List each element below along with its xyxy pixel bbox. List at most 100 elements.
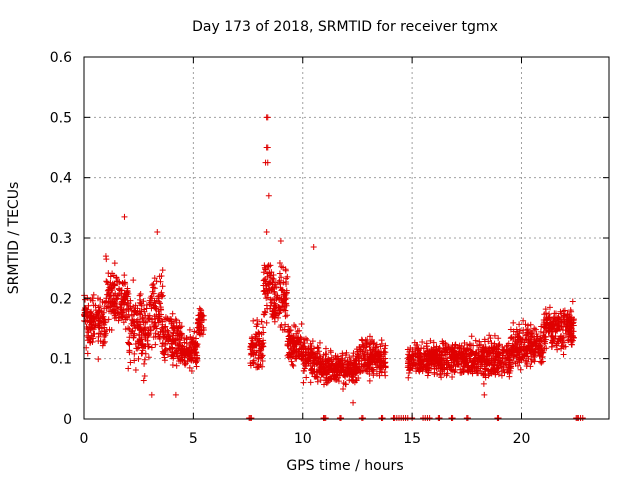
data-point	[480, 380, 487, 387]
outlier-point	[265, 192, 272, 199]
data-point	[335, 378, 342, 385]
data-point	[250, 317, 257, 324]
data-point	[155, 331, 162, 338]
data-point	[267, 262, 274, 269]
data-point	[463, 353, 470, 360]
data-point	[275, 314, 282, 321]
data-point	[84, 318, 91, 325]
data-point	[472, 337, 479, 344]
data-point	[136, 332, 143, 339]
data-point	[148, 293, 155, 300]
data-point	[481, 365, 488, 372]
data-point	[148, 344, 155, 351]
data-point	[431, 363, 438, 370]
data-point	[159, 348, 166, 355]
data-point	[533, 331, 540, 338]
data-point	[284, 273, 291, 280]
data-point	[100, 319, 107, 326]
data-point	[120, 319, 127, 326]
data-point	[266, 286, 273, 293]
data-point	[272, 281, 279, 288]
data-point	[443, 372, 450, 379]
data-point	[542, 340, 549, 347]
data-point	[195, 327, 202, 334]
data-point	[508, 334, 515, 341]
data-point	[509, 359, 516, 366]
data-point	[378, 337, 385, 344]
data-point	[109, 298, 116, 305]
data-point	[271, 302, 278, 309]
data-point	[569, 298, 576, 305]
data-point	[432, 351, 439, 358]
data-point	[285, 323, 292, 330]
y-tick-label: 0.2	[50, 291, 72, 307]
data-point	[366, 356, 373, 363]
data-point	[369, 352, 376, 359]
data-point	[340, 379, 347, 386]
data-point	[259, 340, 266, 347]
data-point	[570, 328, 577, 335]
data-point	[570, 316, 577, 323]
data-point	[292, 323, 299, 330]
data-point	[548, 320, 555, 327]
data-point	[85, 329, 92, 336]
zero-point	[248, 415, 255, 421]
data-point	[130, 322, 137, 329]
data-point	[360, 343, 367, 350]
data-point	[475, 354, 482, 361]
data-point	[514, 349, 521, 356]
data-point	[320, 381, 327, 388]
data-point	[508, 348, 515, 355]
data-point	[500, 361, 507, 368]
zero-point	[495, 415, 502, 421]
data-point	[139, 341, 146, 348]
data-point	[366, 333, 373, 340]
data-point	[349, 370, 356, 377]
data-point	[173, 362, 180, 369]
data-point	[320, 352, 327, 359]
data-point	[125, 290, 132, 297]
data-point	[289, 361, 296, 368]
data-point	[337, 358, 344, 365]
data-point	[530, 356, 537, 363]
data-point	[183, 335, 190, 342]
data-point	[264, 274, 271, 281]
data-point	[431, 369, 438, 376]
data-point	[113, 274, 120, 281]
data-point	[104, 279, 111, 286]
data-point	[282, 296, 289, 303]
data-point	[305, 347, 312, 354]
data-point	[137, 327, 144, 334]
data-point	[87, 312, 94, 319]
data-point	[481, 338, 488, 345]
data-point	[517, 339, 524, 346]
data-point	[95, 356, 102, 363]
data-point	[309, 370, 316, 377]
data-point	[542, 336, 549, 343]
data-point	[186, 344, 193, 351]
data-point	[507, 346, 514, 353]
data-point	[522, 357, 529, 364]
data-point	[152, 341, 159, 348]
data-point	[101, 338, 108, 345]
data-point	[449, 344, 456, 351]
data-point	[344, 358, 351, 365]
data-point	[369, 366, 376, 373]
data-point	[82, 309, 89, 316]
data-point	[382, 359, 389, 366]
data-point	[449, 374, 456, 381]
outlier-point	[310, 244, 317, 251]
data-point	[180, 349, 187, 356]
data-point	[271, 318, 278, 325]
data-point	[449, 367, 456, 374]
data-point	[553, 327, 560, 334]
data-point	[556, 323, 563, 330]
data-point	[539, 353, 546, 360]
x-tick-label: 0	[80, 431, 89, 447]
data-point	[378, 364, 385, 371]
data-point	[559, 342, 566, 349]
data-point	[104, 291, 111, 298]
data-point	[536, 352, 543, 359]
data-point	[276, 260, 283, 267]
